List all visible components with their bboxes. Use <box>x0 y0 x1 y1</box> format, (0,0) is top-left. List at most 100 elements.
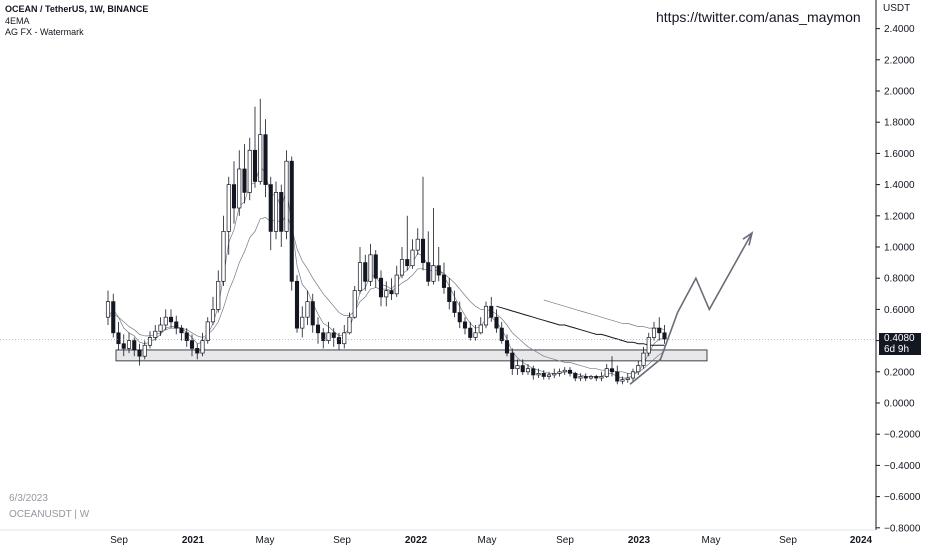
candle-body <box>310 301 315 326</box>
candle <box>504 334 510 357</box>
candle <box>567 367 573 377</box>
candle-body <box>195 348 200 354</box>
candle-body <box>599 376 604 379</box>
candle-body <box>525 368 531 373</box>
candle <box>557 368 562 377</box>
candle <box>336 332 342 350</box>
candle-body <box>174 321 179 329</box>
time-tick-label: 2022 <box>405 535 428 546</box>
candle-body <box>662 332 667 340</box>
candle-body <box>399 259 405 276</box>
candle <box>562 367 567 375</box>
time-tick-label: 2024 <box>850 535 873 546</box>
candle-body <box>499 327 504 341</box>
candle <box>636 360 641 375</box>
candle-body <box>473 332 478 338</box>
price-tick-label: 1.2000 <box>884 211 915 222</box>
symbol-title[interactable]: OCEAN / TetherUS, 1W, BINANCE <box>5 4 149 14</box>
candle-body <box>504 340 510 354</box>
candle-body <box>447 287 452 302</box>
candle <box>657 317 662 341</box>
candle <box>625 373 630 383</box>
watermark-date: 6/3/2023 <box>9 493 48 504</box>
candle-body <box>552 373 557 376</box>
candle-body <box>210 309 216 323</box>
candle <box>431 208 436 285</box>
candle <box>137 343 142 366</box>
candle-body <box>252 149 258 182</box>
candle <box>300 306 305 338</box>
candle-body <box>326 332 331 341</box>
watermark-indicator-label[interactable]: AG FX - Watermark <box>5 27 84 37</box>
candle-body <box>231 184 237 209</box>
candle-body <box>478 324 483 334</box>
time-tick-label: May <box>256 535 275 546</box>
projection-layer <box>629 231 754 385</box>
candle-body <box>583 376 588 379</box>
candle <box>609 356 615 377</box>
candle <box>536 368 541 379</box>
price-tick-label: 0.2000 <box>884 367 915 378</box>
candle <box>158 317 163 336</box>
price-tick-label: 0.8000 <box>884 274 915 285</box>
candle <box>599 371 604 382</box>
candle <box>520 359 525 375</box>
candle <box>111 293 116 338</box>
candle <box>594 374 599 382</box>
time-tick-label: 2023 <box>628 535 651 546</box>
price-tick-label: 2.0000 <box>884 87 915 98</box>
candle <box>389 278 394 301</box>
candle <box>305 290 310 325</box>
chart-legend: OCEAN / TetherUS, 1W, BINANCE 4EMA AG FX… <box>5 4 148 39</box>
candle-body <box>179 327 184 334</box>
candle-body <box>405 259 410 267</box>
candle <box>116 321 121 350</box>
candle <box>357 247 363 294</box>
price-tick-label: −0.4000 <box>884 461 921 472</box>
candle <box>384 281 389 307</box>
candle-body <box>305 301 310 318</box>
candle <box>132 337 137 357</box>
candle <box>231 161 237 224</box>
candle <box>216 270 221 313</box>
candle <box>321 328 326 349</box>
time-tick-label: May <box>478 535 497 546</box>
indicator-label[interactable]: 4EMA <box>5 15 30 26</box>
candle <box>405 215 410 271</box>
candle-body <box>536 373 541 376</box>
candle-body <box>441 274 447 288</box>
candle <box>142 340 147 360</box>
candle <box>489 296 494 322</box>
candle-body <box>436 265 441 276</box>
candle-body <box>462 321 468 329</box>
candle-body <box>489 305 494 318</box>
candle-body <box>363 262 368 282</box>
candle-body <box>609 368 615 373</box>
current-price-tag: 0.4080 6d 9h <box>879 333 921 355</box>
candle-body <box>431 265 436 282</box>
candle <box>252 106 258 188</box>
candle-body <box>105 301 111 318</box>
candle-body <box>226 184 231 232</box>
candle-body <box>279 192 284 232</box>
time-tick-label: Sep <box>779 535 797 546</box>
candle-body <box>147 337 153 346</box>
candle <box>326 321 331 344</box>
candle-body <box>121 343 126 349</box>
candle-body <box>168 316 174 323</box>
candle <box>210 296 216 325</box>
price-tick-label: −0.2000 <box>884 430 921 441</box>
candle-body <box>457 312 462 323</box>
candle <box>342 325 347 349</box>
time-axis-ticks: Sep 2021 May Sep 2022 May Sep 2023 May Sep 2024 <box>110 535 872 546</box>
candle <box>473 325 478 341</box>
candle-body <box>331 332 336 338</box>
price-tick-label: 1.8000 <box>884 118 915 129</box>
candle <box>457 301 462 329</box>
candle-body <box>237 168 242 209</box>
candle <box>615 365 620 385</box>
candle-body <box>352 290 357 318</box>
price-tick-label: 1.4000 <box>884 180 915 191</box>
ema-line-3 <box>496 305 665 346</box>
